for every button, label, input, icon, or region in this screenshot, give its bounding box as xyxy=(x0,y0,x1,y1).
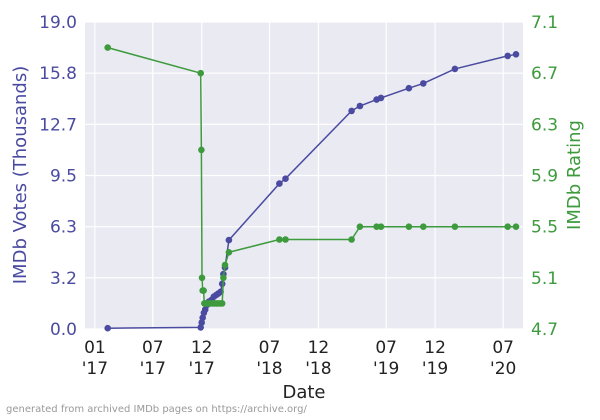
x-tick-month: 07 xyxy=(142,338,164,358)
data-point-right xyxy=(348,236,355,243)
x-axis-label: Date xyxy=(282,382,325,403)
x-tick-year: '18 xyxy=(305,359,331,379)
data-point-right xyxy=(198,274,206,282)
data-point-left xyxy=(504,52,512,60)
x-tick-month: 12 xyxy=(191,338,213,358)
right-tick-label: 4.7 xyxy=(531,320,558,340)
x-tick-month: 12 xyxy=(424,338,446,358)
data-point-right xyxy=(200,287,207,294)
data-point-left xyxy=(451,65,459,73)
data-point-left xyxy=(377,94,385,102)
data-point-right xyxy=(104,44,111,51)
data-point-right xyxy=(220,274,227,282)
series-layer xyxy=(104,44,520,332)
data-point-right xyxy=(221,261,229,269)
left-tick-label: 19.0 xyxy=(39,13,77,33)
data-point-right xyxy=(282,236,289,243)
x-tick-month: 07 xyxy=(375,338,397,358)
data-point-left xyxy=(405,84,413,92)
x-tick-year: '18 xyxy=(256,359,282,379)
x-tick-year: '17 xyxy=(140,359,166,379)
data-point-right xyxy=(197,69,204,77)
data-point-left xyxy=(282,175,289,182)
left-tick-label: 0.0 xyxy=(50,320,77,340)
data-point-right xyxy=(198,146,205,154)
right-tick-label: 5.5 xyxy=(531,218,558,238)
left-tick-label: 15.8 xyxy=(39,64,77,84)
right-tick-label: 6.3 xyxy=(531,115,558,135)
left-tick-label: 3.2 xyxy=(50,269,77,289)
series-right xyxy=(104,44,520,307)
right-axis-label: IMDb Rating xyxy=(564,120,585,230)
right-tick-label: 5.1 xyxy=(531,269,558,289)
data-point-right xyxy=(356,223,364,230)
series-left xyxy=(104,51,520,332)
right-tick-label: 7.1 xyxy=(531,13,558,33)
x-tick-month: 12 xyxy=(308,338,330,358)
data-point-left xyxy=(276,180,283,187)
left-tick-label: 12.7 xyxy=(39,115,77,135)
right-tick-label: 5.9 xyxy=(531,167,558,187)
data-point-right xyxy=(276,236,283,243)
right-axis-ticks: 4.7 5.1 5.5 5.9 6.3 6.7 7.1 xyxy=(531,13,558,340)
x-tick-year: '19 xyxy=(422,359,448,379)
data-point-left xyxy=(356,102,364,110)
data-point-right xyxy=(218,300,226,307)
left-axis-label: IMDb Votes (Thousands) xyxy=(10,66,31,285)
x-tick-year: '17 xyxy=(189,359,215,379)
data-point-right xyxy=(451,223,459,230)
data-point-right xyxy=(377,223,385,230)
data-point-left xyxy=(512,51,520,58)
data-point-left xyxy=(197,324,204,331)
data-point-right xyxy=(225,249,233,256)
data-point-left xyxy=(218,280,226,288)
data-point-right xyxy=(420,223,427,230)
right-tick-label: 6.7 xyxy=(531,64,558,84)
left-tick-label: 6.3 xyxy=(50,218,77,238)
data-point-right xyxy=(405,223,413,230)
x-tick-month: 01 xyxy=(84,338,106,358)
data-point-right xyxy=(512,223,520,230)
x-tick-year: '19 xyxy=(373,359,399,379)
left-tick-label: 9.5 xyxy=(50,167,77,187)
data-point-left xyxy=(348,107,355,115)
footer-note: generated from archived IMDb pages on ht… xyxy=(6,404,307,415)
x-tick-month: 07 xyxy=(492,338,514,358)
x-tick-year: '20 xyxy=(490,359,516,379)
x-tick-month: 07 xyxy=(259,338,281,358)
data-point-left xyxy=(104,324,111,332)
x-tick-year: '17 xyxy=(82,359,108,379)
data-point-left xyxy=(225,236,233,244)
data-point-left xyxy=(420,80,427,87)
data-point-right xyxy=(504,223,512,230)
left-axis-ticks: 0.0 3.2 6.3 9.5 12.7 15.8 19.0 xyxy=(39,13,77,340)
